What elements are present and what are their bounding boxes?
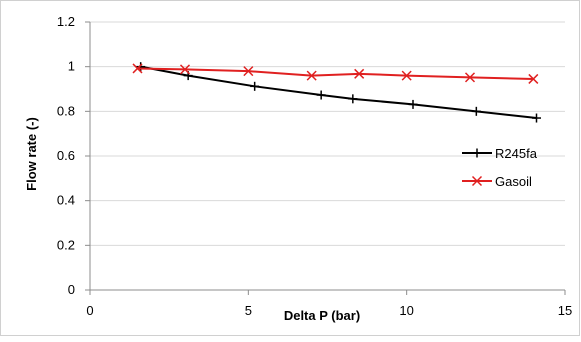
marker-stroke xyxy=(179,64,191,75)
marker-stroke xyxy=(354,68,365,79)
tick-labels: 0 0.2 0.4 0.6 0.8 1 1.2 0 5 10 15 xyxy=(57,14,572,318)
data-point-r245fa xyxy=(348,94,358,104)
legend: R245fa Gasoil xyxy=(462,146,538,189)
legend-item-r245fa: R245fa xyxy=(462,146,538,161)
data-point-gasoil xyxy=(179,64,191,75)
x-tick-label: 5 xyxy=(245,303,252,318)
y-tick-label: 0.6 xyxy=(57,148,75,163)
y-axis-title: Flow rate (-) xyxy=(24,117,39,191)
data-point-gasoil xyxy=(464,72,476,83)
legend-label-gasoil: Gasoil xyxy=(495,174,532,189)
y-tick-label: 0.4 xyxy=(57,193,75,208)
marker-stroke xyxy=(132,63,143,74)
data-point-r245fa xyxy=(532,113,541,123)
x-tick-label: 0 xyxy=(86,303,93,318)
legend-marker xyxy=(471,175,483,187)
x-tick-label: 15 xyxy=(558,303,572,318)
y-tick-label: 1.2 xyxy=(57,14,75,29)
marker-stroke xyxy=(528,73,539,84)
marker-stroke xyxy=(401,70,412,81)
legend-label-r245fa: R245fa xyxy=(495,146,538,161)
series-line-r245fa xyxy=(140,65,537,120)
data-point-gasoil xyxy=(401,70,412,81)
data-point-gasoil xyxy=(528,73,539,84)
series-layer xyxy=(132,62,541,123)
marker-stroke xyxy=(471,175,483,187)
data-point-r245fa xyxy=(136,62,146,72)
legend-marker xyxy=(472,148,482,158)
data-point-r245fa xyxy=(316,90,326,100)
y-tick-label: 1 xyxy=(68,59,75,74)
data-point-gasoil xyxy=(354,68,365,79)
axes xyxy=(85,21,566,295)
data-point-gasoil xyxy=(306,70,317,81)
data-point-gasoil xyxy=(243,66,254,77)
data-point-gasoil xyxy=(132,63,143,74)
y-tick-label: 0.2 xyxy=(57,237,75,252)
series-line-gasoil xyxy=(137,67,534,80)
y-tick-label: 0 xyxy=(68,282,75,297)
data-point-r245fa xyxy=(408,99,418,109)
x-axis-title: Delta P (bar) xyxy=(284,308,360,323)
marker-stroke xyxy=(306,70,317,81)
data-point-r245fa xyxy=(471,106,481,116)
x-tick-label: 10 xyxy=(399,303,413,318)
legend-item-gasoil: Gasoil xyxy=(462,174,532,189)
gridlines xyxy=(90,21,565,246)
marker-stroke xyxy=(243,66,254,77)
data-point-r245fa xyxy=(250,81,260,91)
y-tick-label: 0.8 xyxy=(57,103,75,118)
marker-stroke xyxy=(464,72,476,83)
